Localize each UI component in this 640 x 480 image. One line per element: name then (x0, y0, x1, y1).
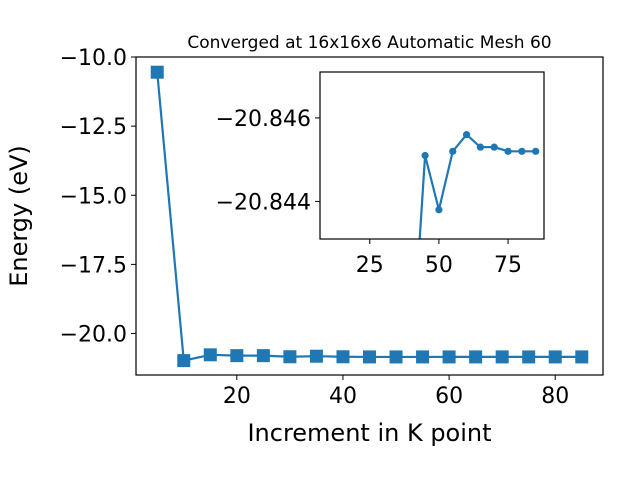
main-x-tick-label: 60 (435, 384, 463, 409)
inset-series-group (418, 131, 540, 239)
main-data-point (150, 65, 164, 79)
inset-x-tick-label: 50 (425, 253, 453, 278)
main-y-tick-label: −20.0 (60, 323, 127, 348)
inset-y-tick-label: −20.844 (216, 190, 311, 215)
main-y-tick-label: −15.0 (60, 184, 127, 209)
main-data-point (469, 350, 483, 364)
inset-background (320, 72, 544, 239)
inset-x-ticks: 25 50 75 (356, 239, 522, 278)
main-data-point (309, 349, 323, 363)
inset-data-point (476, 143, 484, 151)
main-y-tick-label: −17.5 (60, 253, 127, 278)
inset-data-point (421, 151, 429, 160)
main-y-tick-label: −12.5 (60, 115, 127, 140)
main-data-point (389, 350, 403, 364)
main-y-tick-label: −10.0 (60, 46, 127, 71)
inset-energy-series (418, 131, 540, 239)
main-data-point (495, 350, 509, 364)
main-x-tick-label: 20 (223, 384, 251, 409)
main-data-point (522, 350, 536, 364)
main-energy-series (150, 65, 589, 368)
x-axis-label: Increment in K point (247, 419, 491, 447)
inset-data-point (532, 147, 540, 155)
main-x-ticks: 20 40 60 80 (223, 375, 569, 409)
inset-y-ticks: −20.846 −20.844 (216, 107, 320, 215)
main-data-point (363, 350, 376, 364)
inset-data-point (518, 147, 526, 155)
inset-data-point (504, 147, 512, 155)
chart-title: Converged at 16x16x6 Automatic Mesh 60 (187, 33, 551, 53)
main-data-point (548, 350, 562, 364)
inset-x-tick-label: 75 (494, 253, 522, 278)
main-data-point (203, 348, 217, 362)
y-axis-label: Energy (eV) (5, 145, 33, 287)
main-y-ticks: −10.0 −12.5 −15.0 −17.5 −20.0 (60, 46, 136, 348)
inset-x-tick-label: 25 (356, 253, 384, 278)
inset-data-point (462, 131, 471, 139)
main-axes: Converged at 16x16x6 Automatic Mesh 60 I… (5, 33, 604, 447)
main-data-point (283, 350, 297, 364)
main-data-point (177, 354, 191, 368)
main-data-point (336, 350, 350, 364)
main-data-point (442, 350, 456, 364)
inset-data-point (435, 206, 443, 214)
main-plot-frame (135, 56, 604, 376)
main-x-tick-label: 40 (329, 384, 357, 409)
inset-y-tick-label: −20.846 (216, 107, 311, 132)
inset-axes: 25 50 75 −20.846 −20.844 (216, 71, 545, 278)
main-data-point (256, 349, 270, 363)
main-data-point (416, 350, 430, 364)
main-data-point (575, 350, 589, 364)
main-data-point (230, 349, 244, 363)
inset-data-point (449, 147, 457, 155)
main-x-tick-label: 80 (541, 384, 569, 409)
inset-plot-frame (319, 71, 545, 240)
inset-series-line (418, 133, 536, 239)
inset-data-point (490, 143, 498, 151)
